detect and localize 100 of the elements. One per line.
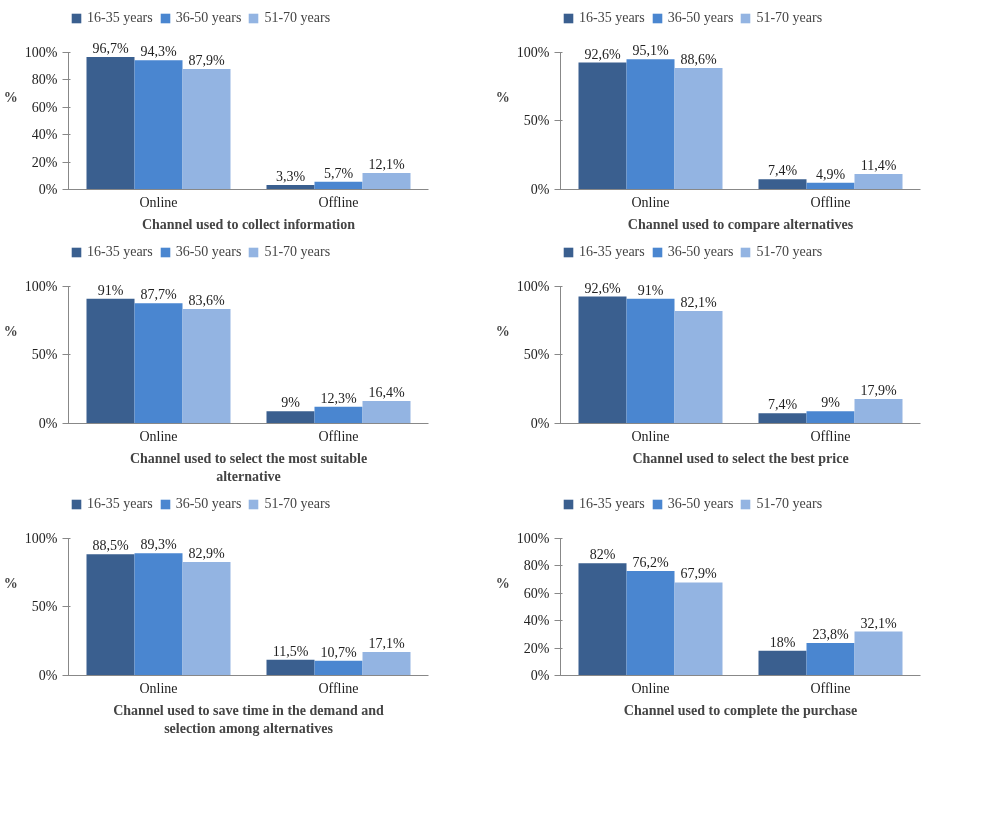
x-axis-title: Channel used to select the most suitable alternative	[129, 450, 368, 484]
bar	[314, 660, 363, 676]
legend-label: 51-70 years	[264, 244, 331, 260]
legend-label: 36-50 years	[175, 244, 242, 260]
data-label: 32,1%	[860, 615, 897, 631]
data-label: 9%	[821, 395, 841, 411]
bar	[266, 659, 315, 676]
y-axis-title: %	[495, 575, 510, 591]
bar	[86, 554, 135, 676]
bar	[854, 631, 903, 676]
legend-label: 16-35 years	[87, 10, 153, 26]
y-axis-title: %	[3, 575, 18, 591]
y-tick-label: 100%	[516, 44, 550, 60]
y-tick-label: 100%	[24, 530, 58, 546]
x-tick-label: Online	[631, 194, 670, 210]
bar	[86, 298, 135, 424]
bar	[578, 296, 627, 424]
y-tick-label: 100%	[24, 278, 58, 294]
data-label: 18%	[769, 634, 796, 650]
bar	[674, 68, 723, 190]
bar	[362, 401, 411, 424]
bar	[314, 406, 363, 424]
y-axis-title: %	[3, 323, 18, 339]
y-tick-label: 20%	[523, 640, 550, 656]
bar	[758, 179, 807, 190]
bar	[806, 642, 855, 676]
x-tick-label: Offline	[318, 428, 359, 444]
data-label: 23,8%	[812, 626, 849, 642]
data-label: 76,2%	[632, 555, 669, 571]
y-tick-label: 50%	[31, 347, 58, 363]
bar	[314, 181, 363, 190]
y-tick-label: 50%	[523, 113, 550, 129]
bar	[362, 172, 411, 190]
bar	[134, 60, 183, 190]
x-axis-title: Channel used to collect information	[141, 216, 356, 232]
x-tick-label: Online	[631, 428, 670, 444]
data-label: 12,1%	[368, 156, 405, 172]
data-label: 92,6%	[584, 46, 621, 62]
x-tick-label: Offline	[810, 194, 851, 210]
legend-label: 51-70 years	[756, 244, 823, 260]
y-tick-label: 80%	[523, 558, 550, 574]
y-tick-label: 50%	[31, 599, 58, 615]
bar	[182, 69, 231, 190]
bar	[758, 650, 807, 676]
data-label: 91%	[97, 282, 124, 298]
data-label: 11,4%	[860, 157, 897, 173]
x-tick-label: Online	[139, 428, 178, 444]
y-tick-label: 0%	[38, 416, 58, 431]
y-axis-title: %	[495, 323, 510, 339]
bar	[854, 173, 903, 190]
y-tick-label: 100%	[516, 530, 550, 546]
y-tick-label: 0%	[530, 182, 550, 197]
x-tick-label: Online	[631, 680, 670, 696]
bar	[758, 413, 807, 424]
bar	[578, 563, 627, 676]
data-label: 95,1%	[632, 43, 669, 59]
y-tick-label: 60%	[523, 585, 550, 601]
bar	[86, 56, 135, 190]
data-label: 5,7%	[323, 165, 354, 181]
data-label: 88,6%	[680, 52, 717, 68]
data-label: 17,9%	[860, 382, 897, 398]
legend-label: 16-35 years	[87, 496, 153, 512]
y-tick-label: 40%	[523, 613, 550, 629]
x-axis-title: Channel used to complete the purchase	[623, 702, 858, 718]
x-tick-label: Online	[139, 680, 178, 696]
x-tick-label: Offline	[318, 680, 359, 696]
data-label: 12,3%	[320, 390, 357, 406]
y-tick-label: 40%	[31, 127, 58, 143]
legend-label: 36-50 years	[667, 10, 734, 26]
data-label: 91%	[637, 282, 664, 298]
bar	[674, 582, 723, 676]
data-label: 82,1%	[680, 294, 717, 310]
y-tick-label: 0%	[38, 182, 58, 197]
bar	[626, 59, 675, 190]
data-label: 4,9%	[815, 166, 846, 182]
data-label: 82%	[589, 547, 616, 563]
data-label: 89,3%	[140, 537, 177, 553]
data-label: 3,3%	[275, 168, 306, 184]
bar	[266, 411, 315, 424]
y-tick-label: 100%	[516, 278, 550, 294]
x-tick-label: Offline	[810, 680, 851, 696]
data-label: 83,6%	[188, 292, 225, 308]
x-axis-title: Channel used to save time in the demand and selection among alternatives	[113, 702, 385, 736]
y-axis-title: %	[3, 89, 18, 105]
legend-label: 36-50 years	[667, 244, 734, 260]
legend-label: 16-35 years	[579, 244, 645, 260]
legend-label: 51-70 years	[756, 10, 823, 26]
bar	[134, 303, 183, 424]
x-axis-title: Channel used to compare alternatives	[627, 216, 854, 232]
bar	[182, 308, 231, 424]
bar	[626, 298, 675, 424]
bar	[806, 411, 855, 424]
data-label: 92,6%	[584, 280, 621, 296]
bar	[854, 398, 903, 424]
bar	[362, 652, 411, 676]
y-tick-label: 100%	[24, 44, 58, 60]
data-label: 96,7%	[92, 40, 129, 56]
legend-label: 16-35 years	[87, 244, 153, 260]
legend-label: 51-70 years	[756, 496, 823, 512]
data-label: 94,3%	[140, 44, 177, 60]
